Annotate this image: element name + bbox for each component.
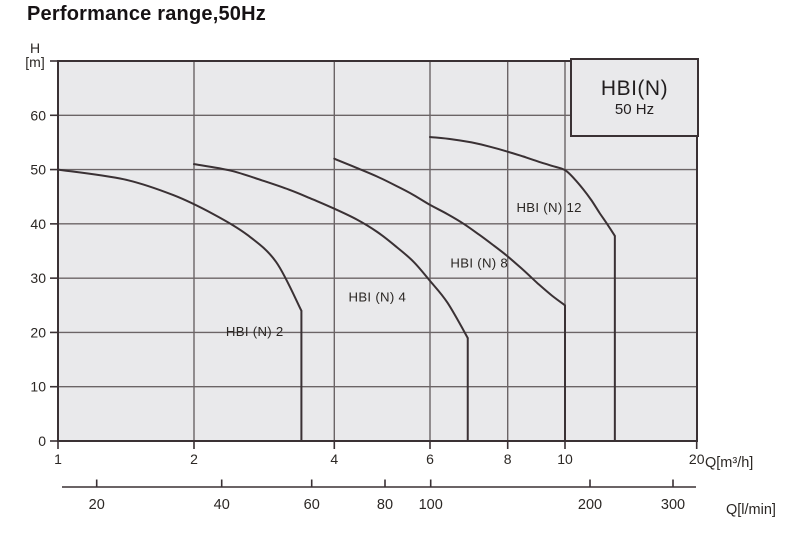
legend-frequency: 50 Hz: [614, 100, 655, 118]
page-title: Performance range,50Hz: [27, 3, 266, 25]
y-tick-label: 30: [30, 270, 46, 286]
x-tick-label: 1: [54, 451, 62, 467]
legend-series-name: HBI(N): [600, 76, 669, 100]
y-axis-unit-m: [m]: [25, 54, 45, 70]
secondary-tick-label: 200: [578, 497, 602, 513]
secondary-axis-unit-label: Q[l/min]: [726, 502, 776, 518]
curve-label-hbi-n-4: HBI (N) 4: [349, 290, 407, 305]
x-tick-label: 4: [330, 451, 338, 467]
y-tick-label: 0: [38, 433, 46, 449]
curve-label-hbi-n-12: HBI (N) 12: [516, 200, 581, 215]
y-tick-label: 50: [30, 162, 46, 178]
y-axis-unit-h: H: [29, 40, 41, 56]
x-tick-label: 8: [504, 451, 512, 467]
pump-curve-hbi-n-8: [333, 157, 566, 307]
x-tick-label: 2: [190, 451, 198, 467]
pump-curve-hbi-n-2: [57, 168, 303, 312]
y-tick-label: 20: [30, 324, 46, 340]
y-tick-label: 10: [30, 379, 46, 395]
secondary-tick-label: 80: [377, 497, 393, 513]
x-tick-label: 10: [557, 451, 573, 467]
secondary-tick-label: 20: [89, 497, 105, 513]
secondary-tick-label: 60: [304, 497, 320, 513]
y-tick-label: 40: [30, 216, 46, 232]
x-tick-label: 6: [426, 451, 434, 467]
secondary-tick-label: 100: [419, 497, 443, 513]
x-axis-unit-label: Q[m³/h]: [705, 455, 754, 471]
pump-curve-hbi-n-4: [193, 163, 469, 339]
curve-label-hbi-n-8: HBI (N) 8: [450, 255, 508, 270]
chart-border: [57, 60, 698, 442]
secondary-tick-label: 40: [214, 497, 230, 513]
curve-label-hbi-n-2: HBI (N) 2: [226, 324, 284, 339]
legend-box: HBI(N) 50 Hz: [570, 58, 699, 137]
secondary-tick-label: 300: [661, 497, 685, 513]
x-tick-label: 20: [689, 451, 705, 467]
pump-curve-hbi-n-12: [429, 136, 616, 237]
y-tick-label: 60: [30, 107, 46, 123]
